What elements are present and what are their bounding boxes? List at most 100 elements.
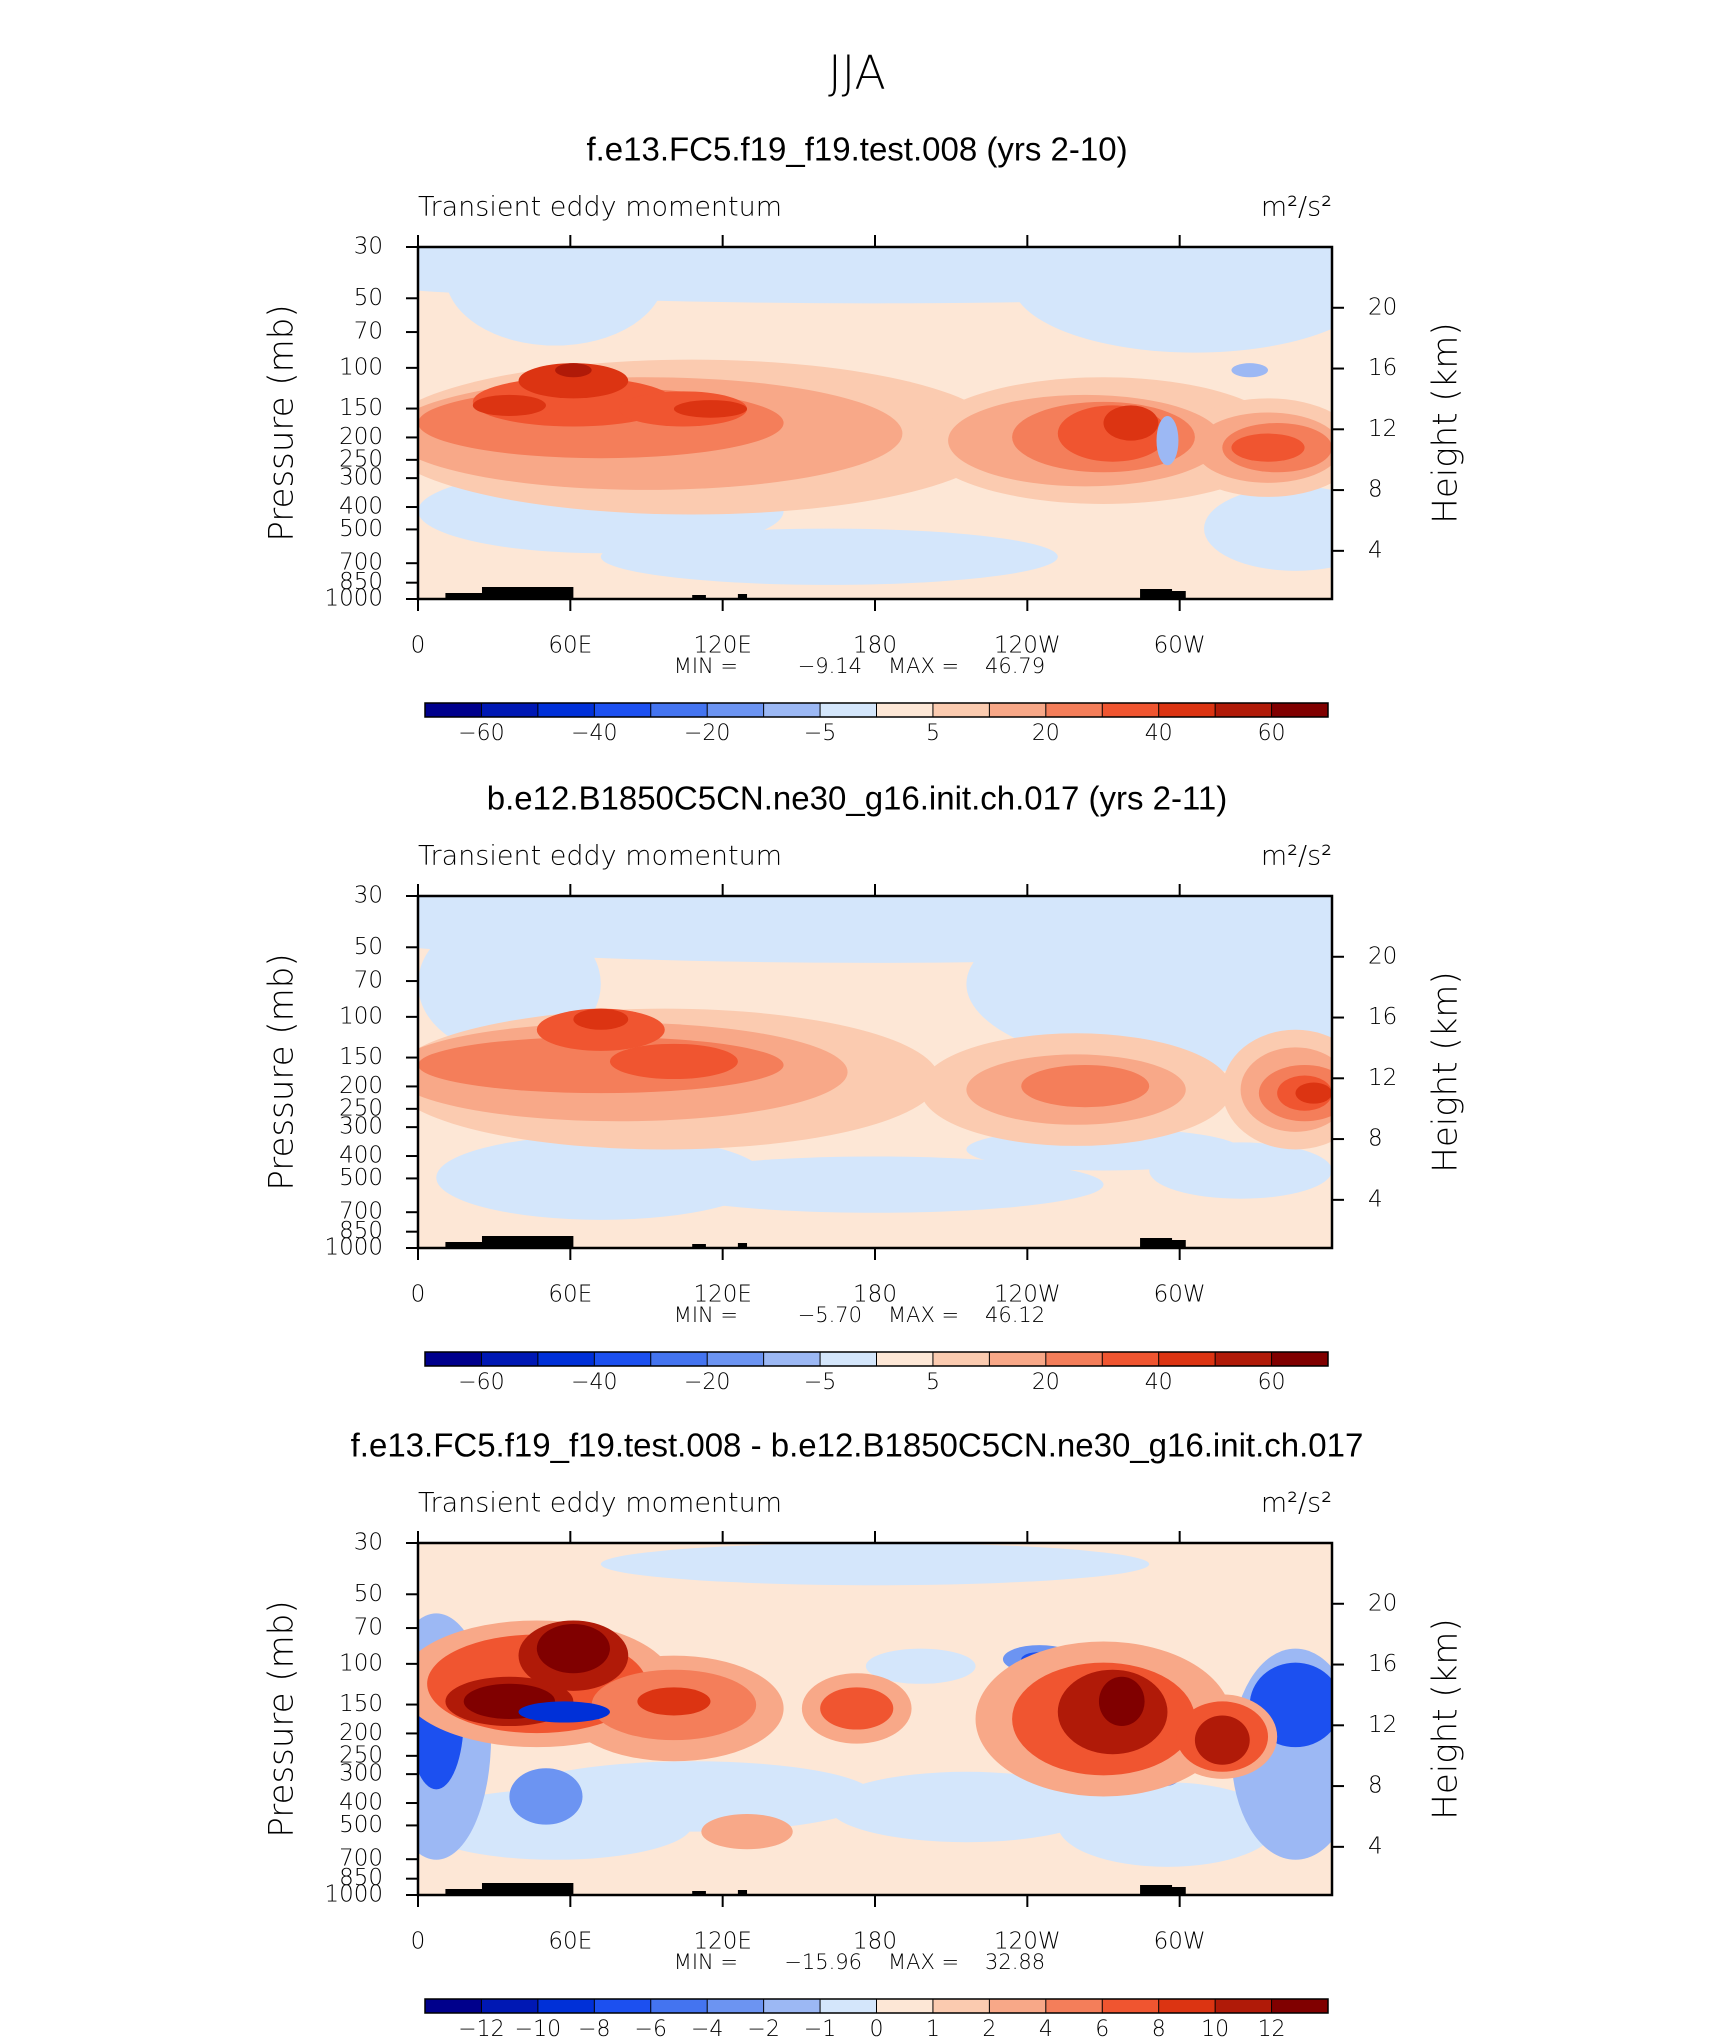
max-value: 32.88 <box>985 1950 1045 1974</box>
colorbar-label: 8 <box>1152 2017 1166 2038</box>
y2-tick-label: 4 <box>1368 537 1383 563</box>
contour-region <box>646 1156 1104 1213</box>
colorbar-label: 6 <box>1095 2017 1109 2038</box>
y-tick-label: 200 <box>339 424 383 450</box>
panel-subtitle: Transient eddy momentum <box>418 841 782 872</box>
colorbar-box <box>481 1999 538 2013</box>
contour-field <box>418 896 1332 1248</box>
y-tick-label: 850 <box>339 1218 383 1244</box>
colorbar-box <box>425 1352 482 1366</box>
y-tick-label: 500 <box>339 516 383 542</box>
colorbar-label: 10 <box>1201 2017 1229 2038</box>
y-tick-label: 1000 <box>324 586 383 612</box>
panel-title: b.e12.B1850C5CN.ne30_g16.init.ch.017 (yr… <box>487 780 1228 817</box>
max-value: 46.79 <box>985 654 1045 678</box>
colorbar-box <box>425 1999 482 2013</box>
x-tick-label: 180 <box>853 1282 897 1308</box>
contour-region <box>1103 405 1159 441</box>
colorbar-label: 4 <box>1039 2017 1053 2038</box>
colorbar-box <box>537 1999 595 2013</box>
colorbar-box <box>820 1352 877 1366</box>
colorbar-box <box>989 1352 1046 1366</box>
colorbar-box <box>932 1999 990 2013</box>
x-tick-label: 0 <box>411 633 426 659</box>
y-tick-label: 100 <box>339 1003 383 1029</box>
contour-region <box>509 1768 583 1825</box>
topography <box>737 1890 748 1895</box>
colorbar-box <box>650 1352 708 1366</box>
topography <box>1167 591 1186 599</box>
y-tick-label: 250 <box>339 1095 383 1121</box>
min-caption: MIN = <box>674 1950 738 1974</box>
topography <box>518 1236 569 1248</box>
colorbar-label: 60 <box>1258 1370 1286 1395</box>
colorbar-label: 40 <box>1145 1370 1173 1395</box>
contour-region <box>518 363 629 399</box>
contour-field <box>418 1543 1332 1895</box>
topography <box>518 1883 569 1895</box>
colorbar-label: −4 <box>691 2017 723 2038</box>
x-tick-label: 60E <box>548 1282 592 1308</box>
contour-region <box>1021 1064 1150 1108</box>
y-tick-label: 500 <box>339 1165 383 1191</box>
contour-field <box>418 247 1332 599</box>
x-tick-label: 0 <box>411 1282 426 1308</box>
x-tick-label: 0 <box>411 1929 426 1955</box>
colorbar-box <box>763 1999 821 2013</box>
y-tick-label: 250 <box>339 1742 383 1768</box>
colorbar-box <box>820 1999 877 2013</box>
topography <box>1140 1238 1173 1248</box>
colorbar-box <box>820 703 877 717</box>
min-caption: MIN = <box>674 1303 738 1327</box>
contour-region <box>637 1687 711 1716</box>
max-caption: MAX = <box>888 1950 959 1974</box>
max-value: 46.12 <box>985 1303 1045 1327</box>
y-tick-label: 70 <box>354 968 383 994</box>
y-tick-label: 1000 <box>324 1235 383 1261</box>
colorbar-frame <box>424 1998 1329 2014</box>
colorbar-box <box>932 1352 990 1366</box>
colorbar-label: 0 <box>870 2017 884 2038</box>
x-tick-label: 120W <box>994 1282 1061 1308</box>
min-value: −9.14 <box>798 654 862 678</box>
contour-region <box>600 1543 1150 1586</box>
contour-region <box>472 394 546 416</box>
y-tick-label: 100 <box>339 1650 383 1676</box>
x-tick-label: 120E <box>693 1282 751 1308</box>
contour-region <box>555 363 592 378</box>
x-tick-label: 60W <box>1154 1929 1206 1955</box>
colorbar-box <box>650 1999 708 2013</box>
colorbar-label: 40 <box>1145 721 1173 746</box>
y-tick-label: 250 <box>339 446 383 472</box>
y-axis-label: Pressure (mb) <box>262 1600 302 1837</box>
y-tick-label: 850 <box>339 1865 383 1891</box>
colorbar-box <box>707 1999 764 2013</box>
contour-region <box>518 1701 610 1723</box>
x-tick-label: 60W <box>1154 1282 1206 1308</box>
panel-title: f.e13.FC5.f19_f19.test.008 - b.e12.B1850… <box>351 1427 1364 1464</box>
contour-region <box>609 1043 738 1080</box>
y-tick-label: 400 <box>339 494 383 520</box>
x-tick-label: 120W <box>994 1929 1061 1955</box>
colorbar-box <box>594 703 651 717</box>
y-tick-label: 400 <box>339 1790 383 1816</box>
max-caption: MAX = <box>888 654 959 678</box>
min-caption: MIN = <box>674 654 738 678</box>
colorbar-box <box>1158 1999 1216 2013</box>
contour-region <box>966 896 1332 1072</box>
topography <box>518 587 569 599</box>
colorbar-box <box>1215 1999 1272 2013</box>
y2-tick-label: 16 <box>1368 355 1397 381</box>
contour-region <box>418 1789 693 1860</box>
min-value: −5.70 <box>798 1303 862 1327</box>
colorbar-label: −5 <box>804 1370 836 1395</box>
y-tick-label: 150 <box>339 1691 383 1717</box>
y-tick-label: 70 <box>354 1615 383 1641</box>
y-tick-label: 70 <box>354 319 383 345</box>
colorbar-box <box>1271 1999 1328 2013</box>
colorbar-box <box>1158 1352 1216 1366</box>
x-tick-label: 120W <box>994 633 1061 659</box>
y2-tick-label: 8 <box>1368 477 1383 503</box>
colorbar-box <box>1102 1352 1159 1366</box>
